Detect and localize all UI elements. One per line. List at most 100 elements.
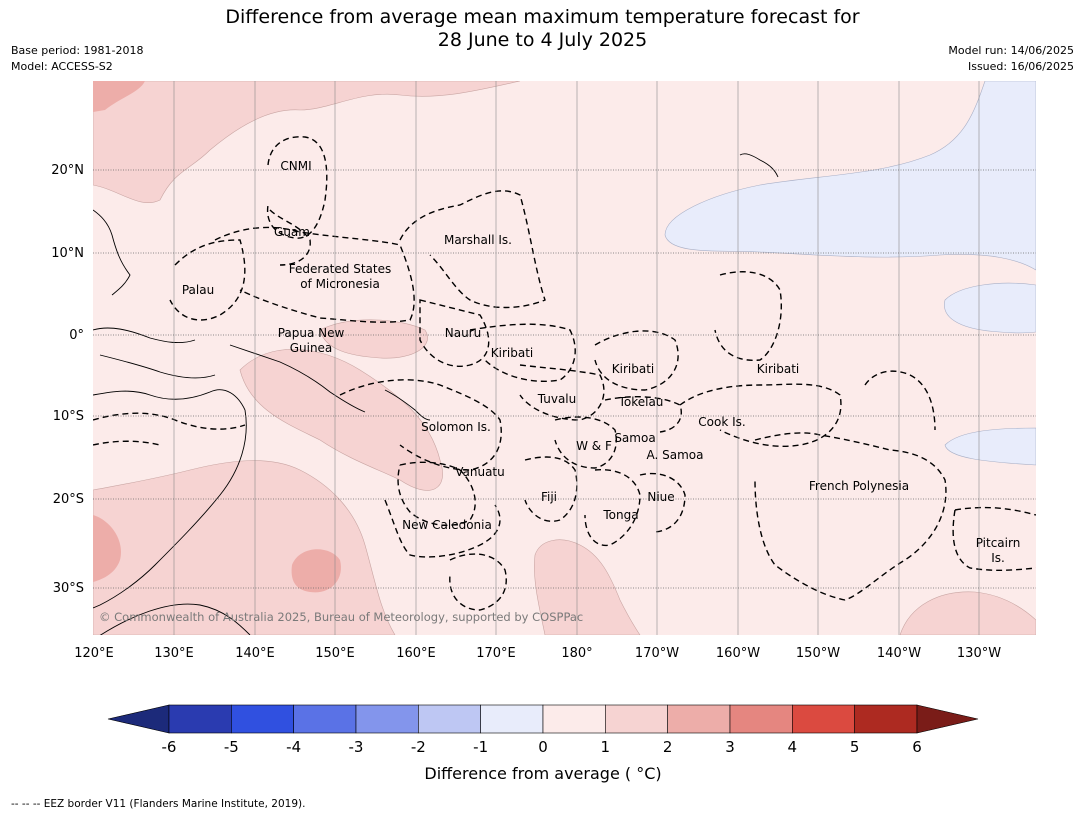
cool-area-east [944, 282, 1036, 334]
map-title: Difference from average mean maximum tem… [0, 6, 1085, 52]
label-fsm-line2: of Micronesia [300, 277, 380, 291]
label-wallis-futuna: W & F [576, 439, 612, 453]
warm-core-west [93, 515, 121, 582]
colorbar-segment [792, 704, 855, 734]
colorbar-tick: -4 [286, 738, 301, 756]
warm-band-se [899, 591, 1036, 635]
region-labels: CNMI Guam Marshall Is. Federated States … [182, 159, 1020, 565]
colorbar-tick: 0 [538, 738, 548, 756]
lon-tick: 140°E [235, 646, 275, 661]
colorbar-segment [355, 704, 419, 734]
model-name: Model: ACCESS-S2 [11, 60, 113, 73]
colorbar-segment [480, 704, 544, 734]
colorbar-segment [667, 704, 731, 734]
issued-date: Issued: 16/06/2025 [967, 60, 1074, 73]
lon-tick: 160°W [716, 646, 760, 661]
colorbar-tick-labels: -6 -5 -4 -3 -2 -1 0 1 2 3 4 5 6 [162, 738, 922, 756]
lat-tick: 10°N [51, 246, 84, 261]
warm-core-nw [93, 81, 145, 112]
colorbar-segment [231, 704, 294, 734]
title-line-2: 28 June to 4 July 2025 [437, 29, 648, 51]
label-nauru: Nauru [445, 326, 481, 340]
colorbar-tick: -6 [162, 738, 177, 756]
label-palau: Palau [182, 283, 214, 297]
label-french-polynesia: French Polynesia [809, 479, 909, 493]
label-solomon-islands: Solomon Is. [421, 420, 491, 434]
latitude-lines [93, 169, 1036, 589]
lat-tick: 10°S [53, 409, 84, 424]
colorbar-segment [418, 704, 481, 734]
colorbar-tick: 2 [663, 738, 673, 756]
colorbar: -6 -5 -4 -3 -2 -1 0 1 2 3 4 5 6 Difference from aver… [107, 704, 979, 783]
lat-tick: 0° [69, 328, 84, 343]
colorbar-segment [605, 704, 668, 734]
lon-tick: 130°E [154, 646, 194, 661]
base-period: Base period: 1981-2018 [11, 44, 144, 57]
lon-tick: 140°W [877, 646, 921, 661]
lat-tick: 20°N [51, 163, 84, 178]
warm-band-north [93, 81, 521, 204]
label-cook-islands: Cook Is. [698, 415, 745, 429]
longitude-tick-labels: 120°E 130°E 140°E 150°E 160°E 170°E 180°… [74, 646, 1001, 661]
cool-area-southeast [944, 427, 1036, 466]
label-tonga: Tonga [602, 508, 638, 522]
colorbar-segments [168, 704, 918, 734]
graticule [173, 81, 980, 635]
label-guam: Guam [274, 225, 310, 239]
coastlines [93, 153, 779, 635]
colorbar-tick: -2 [411, 738, 426, 756]
label-png-line1: Papua New [278, 326, 345, 340]
label-samoa: Samoa [614, 431, 655, 445]
meta-left: Base period: 1981-2018 Model: ACCESS-S2 [11, 43, 143, 75]
label-tuvalu: Tuvalu [537, 392, 577, 406]
colorbar-tick: 1 [601, 738, 611, 756]
lat-tick: 20°S [53, 492, 84, 507]
label-cnmi: CNMI [280, 159, 311, 173]
label-kiribati-east: Kiribati [757, 362, 799, 376]
colorbar-tick: 3 [725, 738, 735, 756]
anomaly-contours [93, 81, 1036, 635]
label-vanuatu: Vanuatu [455, 465, 505, 479]
label-fiji: Fiji [541, 490, 557, 504]
label-png-line2: Guinea [290, 341, 333, 355]
lat-tick: 30°S [53, 581, 84, 596]
lon-tick: 170°W [635, 646, 679, 661]
lon-tick: 170°E [476, 646, 516, 661]
lon-tick: 150°W [796, 646, 840, 661]
label-niue: Niue [647, 490, 674, 504]
model-run: Model run: 14/06/2025 [948, 44, 1074, 57]
colorbar-segment [729, 704, 793, 734]
label-fsm-line1: Federated States [289, 262, 391, 276]
meta-right: Model run: 14/06/2025 Issued: 16/06/2025 [948, 43, 1074, 75]
colorbar-low-extension [107, 704, 170, 734]
label-kiribati-west: Kiribati [491, 346, 533, 360]
eez-footnote: -- -- -- EEZ border V11 (Flanders Marine… [11, 798, 306, 810]
colorbar-tick: 6 [912, 738, 922, 756]
colorbar-segment [854, 704, 918, 734]
colorbar-title: Difference from average ( °C) [424, 764, 661, 783]
label-marshall-islands: Marshall Is. [444, 233, 512, 247]
colorbar-tick: 4 [788, 738, 798, 756]
lon-tick: 120°E [74, 646, 114, 661]
label-tokelau: Tokelau [618, 395, 664, 409]
colorbar-tick: -1 [473, 738, 488, 756]
colorbar-segment [293, 704, 357, 734]
label-new-caledonia: New Caledonia [402, 518, 492, 532]
warm-band-melanesia [239, 349, 443, 491]
lon-tick: 150°E [315, 646, 355, 661]
label-kiribati-central: Kiribati [612, 362, 654, 376]
colorbar-segment [168, 704, 232, 734]
lon-tick: 180° [561, 646, 592, 661]
colorbar-high-extension [916, 704, 979, 734]
label-pitcairn-line1: Pitcairn [976, 536, 1021, 550]
colorbar-tick: 5 [850, 738, 860, 756]
warm-core-tasman [291, 549, 341, 593]
copyright-notice: © Commonwealth of Australia 2025, Bureau… [99, 610, 583, 624]
title-line-1: Difference from average mean maximum tem… [225, 6, 860, 28]
latitude-tick-labels: 20°N 10°N 0° 10°S 20°S 30°S [51, 163, 84, 596]
eez-borders [93, 136, 1036, 611]
colorbar-tick: -3 [349, 738, 364, 756]
label-american-samoa: A. Samoa [647, 448, 704, 462]
lon-tick: 160°E [396, 646, 436, 661]
